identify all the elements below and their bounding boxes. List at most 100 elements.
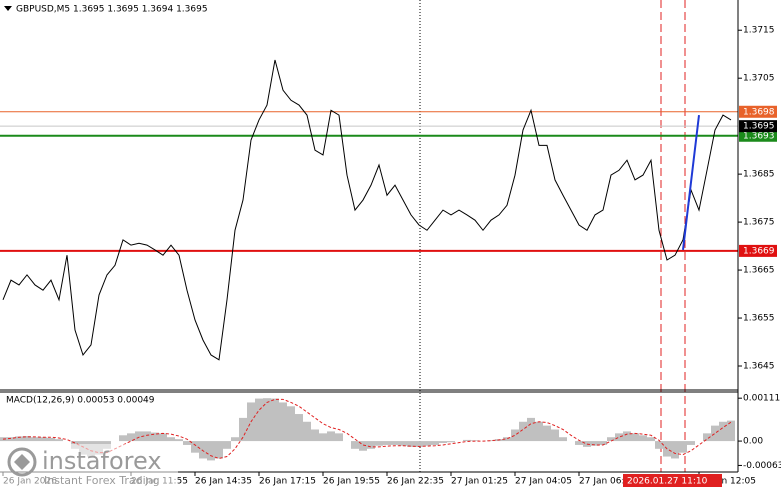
macd-bar <box>375 441 383 446</box>
menu-icon[interactable] <box>4 6 12 11</box>
macd-bar <box>615 433 623 442</box>
y-tick-label: 0.00 <box>743 437 763 447</box>
macd-bar <box>55 439 63 442</box>
macd-bar <box>671 441 679 459</box>
macd-bar <box>711 425 719 442</box>
macd-bar <box>359 441 367 451</box>
macd-bar <box>311 429 319 442</box>
x-tick-label: 26 Jan 14:35 <box>195 477 252 487</box>
macd-bar <box>47 437 55 442</box>
macd-bar <box>655 441 663 449</box>
macd-bar <box>719 421 727 442</box>
macd-bar <box>575 441 583 445</box>
macd-bar <box>31 437 39 442</box>
logo-tagline: Instant Forex Trading <box>44 474 160 487</box>
macd-bar <box>511 429 519 442</box>
macd-bar <box>119 435 127 442</box>
x-tick-label: 27 Jan 12:05 <box>699 477 756 487</box>
y-tick-label: 1.3665 <box>743 266 775 276</box>
macd-bar <box>607 437 615 442</box>
macd-bar <box>631 433 639 442</box>
macd-bar <box>599 441 607 445</box>
macd-bar <box>223 441 231 449</box>
macd-bar <box>279 402 287 442</box>
macd-bar <box>551 429 559 442</box>
macd-bar <box>351 441 359 449</box>
overlay-layer: 1.3645 1.3655 1.3665 1.3675 1.3685 1.3705 1.37… <box>623 26 781 487</box>
x-tick-label: 26 Jan 17:15 <box>259 477 316 487</box>
macd-bar <box>679 441 687 453</box>
macd-bar <box>335 433 343 442</box>
y-tick-label: 1.3705 <box>743 74 775 84</box>
macd-bar <box>143 431 151 442</box>
chart-title: GBPUSD,M5 1.3695 1.3695 1.3694 1.3695 <box>16 5 208 15</box>
macd-bar <box>591 441 599 446</box>
macd-bar <box>327 431 335 442</box>
level-label: 1.3693 <box>743 131 775 141</box>
macd-bar <box>647 437 655 442</box>
macd-bar <box>151 432 159 442</box>
macd-bar <box>407 441 415 447</box>
macd-bar <box>727 420 735 442</box>
macd-bar <box>183 441 191 445</box>
x-tick-label: 27 Jan 06:45 <box>579 477 636 487</box>
macd-bar <box>639 435 647 442</box>
macd-bar <box>15 436 23 442</box>
macd-bar <box>703 433 711 442</box>
logo-name: instaforex <box>42 447 162 475</box>
level-label: 1.3669 <box>743 246 775 256</box>
macd-bar <box>543 425 551 442</box>
macd-bar <box>319 433 327 442</box>
macd-bar <box>239 417 247 442</box>
current-price-label: 1.3695 <box>743 122 775 132</box>
y-tick-label: -0.00063 <box>743 461 781 471</box>
macd-bar <box>295 414 303 442</box>
macd-bar <box>255 398 263 442</box>
logo: instaforex Instant Forex Trading <box>0 444 178 489</box>
macd-bar <box>447 441 455 443</box>
macd-bar <box>527 417 535 442</box>
y-tick-label: 1.3645 <box>743 362 775 372</box>
level-label: 1.3698 <box>743 107 775 117</box>
crosshair-label-box <box>623 474 722 487</box>
y-tick-label: 1.3655 <box>743 314 775 324</box>
macd-bar <box>167 437 175 442</box>
macd-bar <box>423 441 431 446</box>
macd-bar <box>559 437 567 442</box>
macd-bar <box>127 433 135 442</box>
macd-bar <box>415 441 423 447</box>
macd-title: MACD(12,26,9) 0.00053 0.00049 <box>6 396 155 406</box>
price-line <box>2 59 732 361</box>
macd-bar <box>191 441 199 453</box>
level-label-box <box>739 129 777 142</box>
macd-bar <box>367 441 375 449</box>
macd-bar <box>439 441 447 444</box>
macd-bar <box>431 441 439 445</box>
macd-bar <box>687 441 695 445</box>
x-tick-label: 27 Jan 01:25 <box>451 477 508 487</box>
y-tick-label: 1.3715 <box>743 26 775 36</box>
level-label-box <box>739 105 777 118</box>
macd-bar <box>231 437 239 442</box>
macd-bar <box>463 439 471 442</box>
macd-bar <box>487 440 495 442</box>
projection-line <box>682 115 700 251</box>
macd-bar <box>303 421 311 442</box>
macd-bar <box>503 437 511 442</box>
y-tick-label: 1.3685 <box>743 170 775 180</box>
macd-bar <box>399 441 407 446</box>
y-tick-label: 0.00111 <box>743 394 780 404</box>
macd-bar <box>23 436 31 442</box>
macd-bar <box>207 441 215 461</box>
current-price-box <box>739 120 777 133</box>
crosshair-label: 2026.01.27 11:10 <box>627 477 708 487</box>
macd-bar <box>391 441 399 445</box>
logo-icon <box>14 454 30 470</box>
logo-icon <box>7 447 37 477</box>
macd-bar <box>287 406 295 442</box>
macd-bar <box>263 398 271 442</box>
macd-bar <box>135 431 143 442</box>
macd-bar <box>623 431 631 442</box>
